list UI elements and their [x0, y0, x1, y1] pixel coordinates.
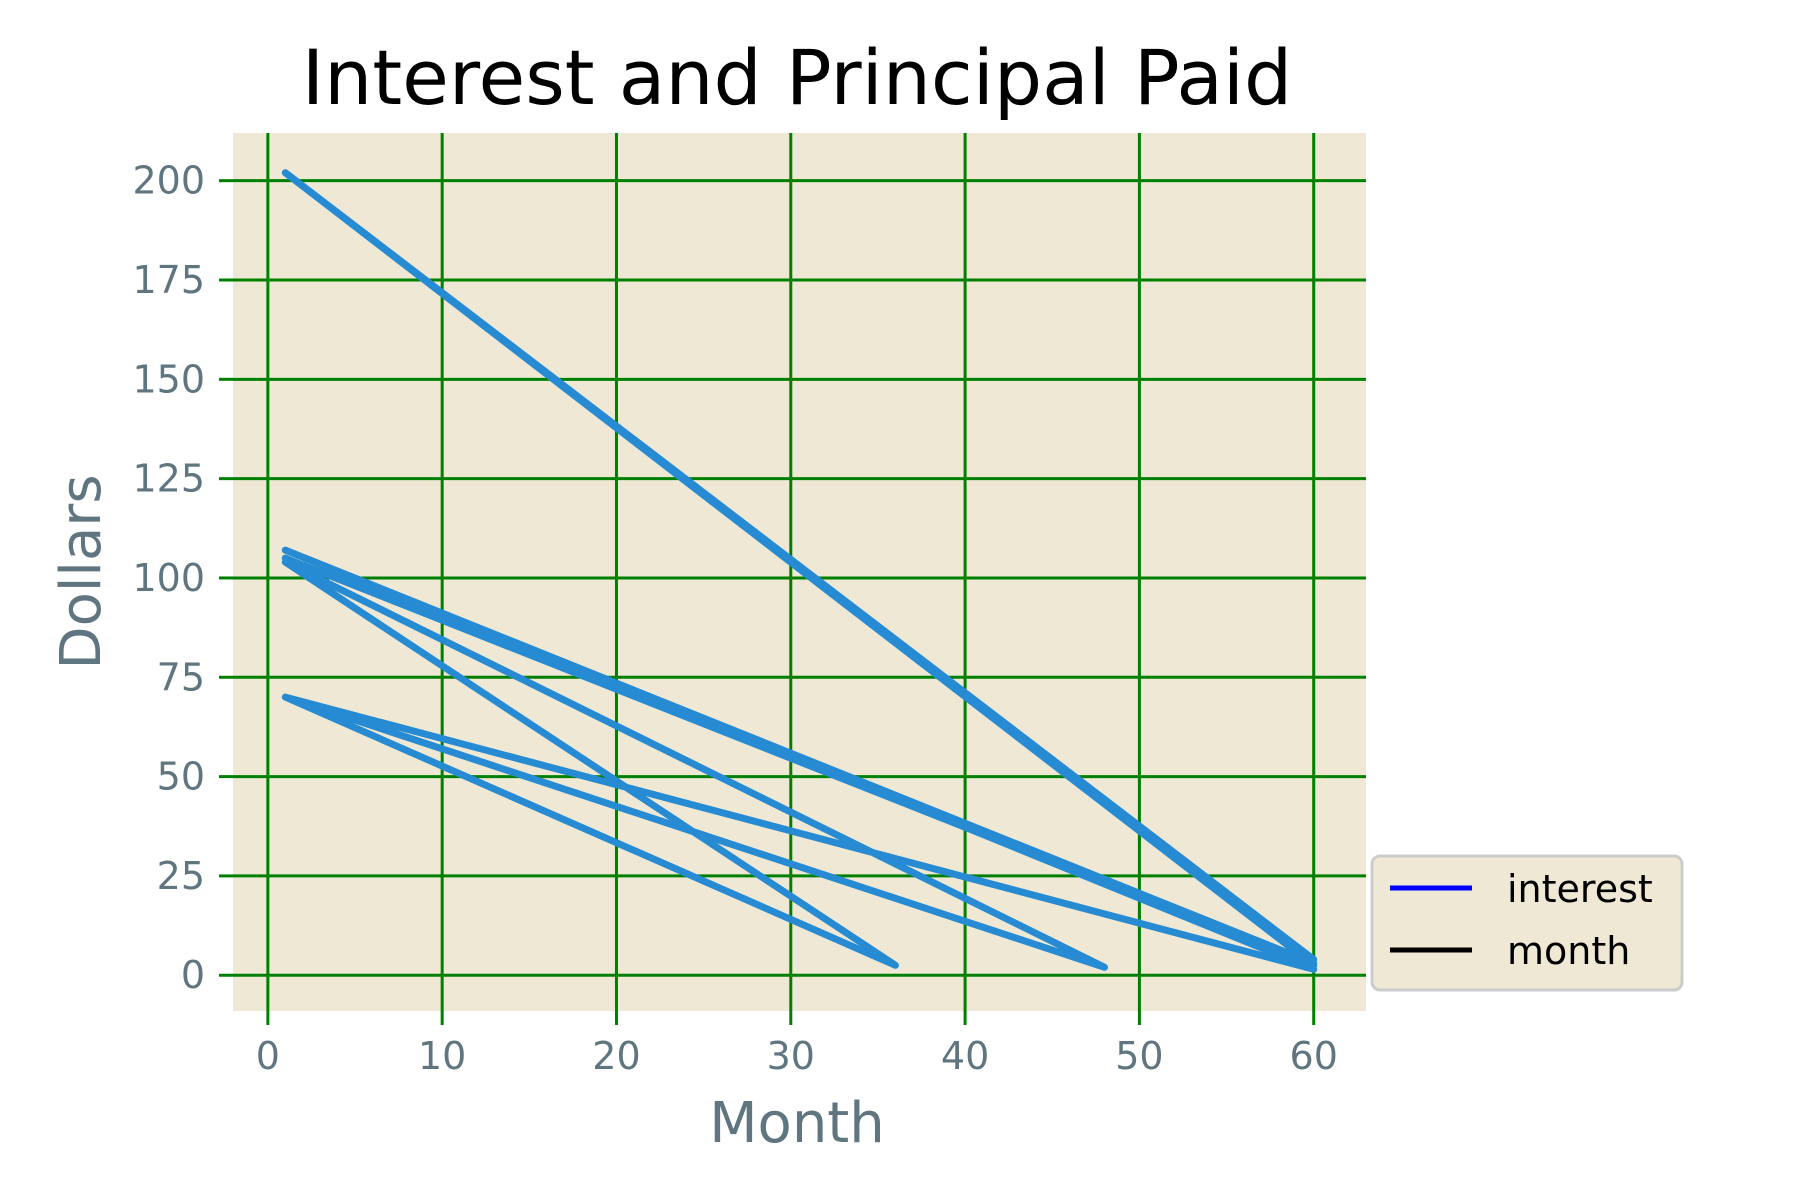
legend-label-month: month [1507, 929, 1630, 973]
y-tick-label: 50 [157, 755, 205, 799]
y-tick-label: 100 [132, 556, 205, 600]
x-tick-label: 0 [256, 1034, 280, 1078]
legend: interest month [1370, 854, 1684, 992]
x-tick-label: 30 [767, 1034, 815, 1078]
y-tick-label: 200 [132, 159, 205, 203]
y-tick-label: 150 [132, 357, 205, 401]
x-tick-label: 60 [1290, 1034, 1338, 1078]
x-tick-label: 50 [1115, 1034, 1163, 1078]
y-axis-label: Dollars [49, 474, 114, 669]
x-tick-label: 10 [418, 1034, 466, 1078]
y-tick-label: 125 [132, 457, 205, 501]
series [281, 169, 1318, 973]
chart-title: Interest and Principal Paid [302, 33, 1293, 122]
x-axis-label: Month [709, 1091, 885, 1156]
legend-label-interest: interest [1507, 867, 1653, 911]
y-tick-label: 175 [132, 258, 205, 302]
y-tick-label: 0 [181, 953, 205, 997]
y-tick-label: 25 [157, 854, 205, 898]
y-tick-label: 75 [157, 655, 205, 699]
x-tick-label: 20 [592, 1034, 640, 1078]
axis-ticks: 0 10 20 30 40 50 60 0 25 50 75 100 125 150 175 200 [132, 159, 1337, 1078]
x-tick-label: 40 [941, 1034, 989, 1078]
series-line [281, 169, 1318, 973]
grid [219, 133, 1366, 1025]
